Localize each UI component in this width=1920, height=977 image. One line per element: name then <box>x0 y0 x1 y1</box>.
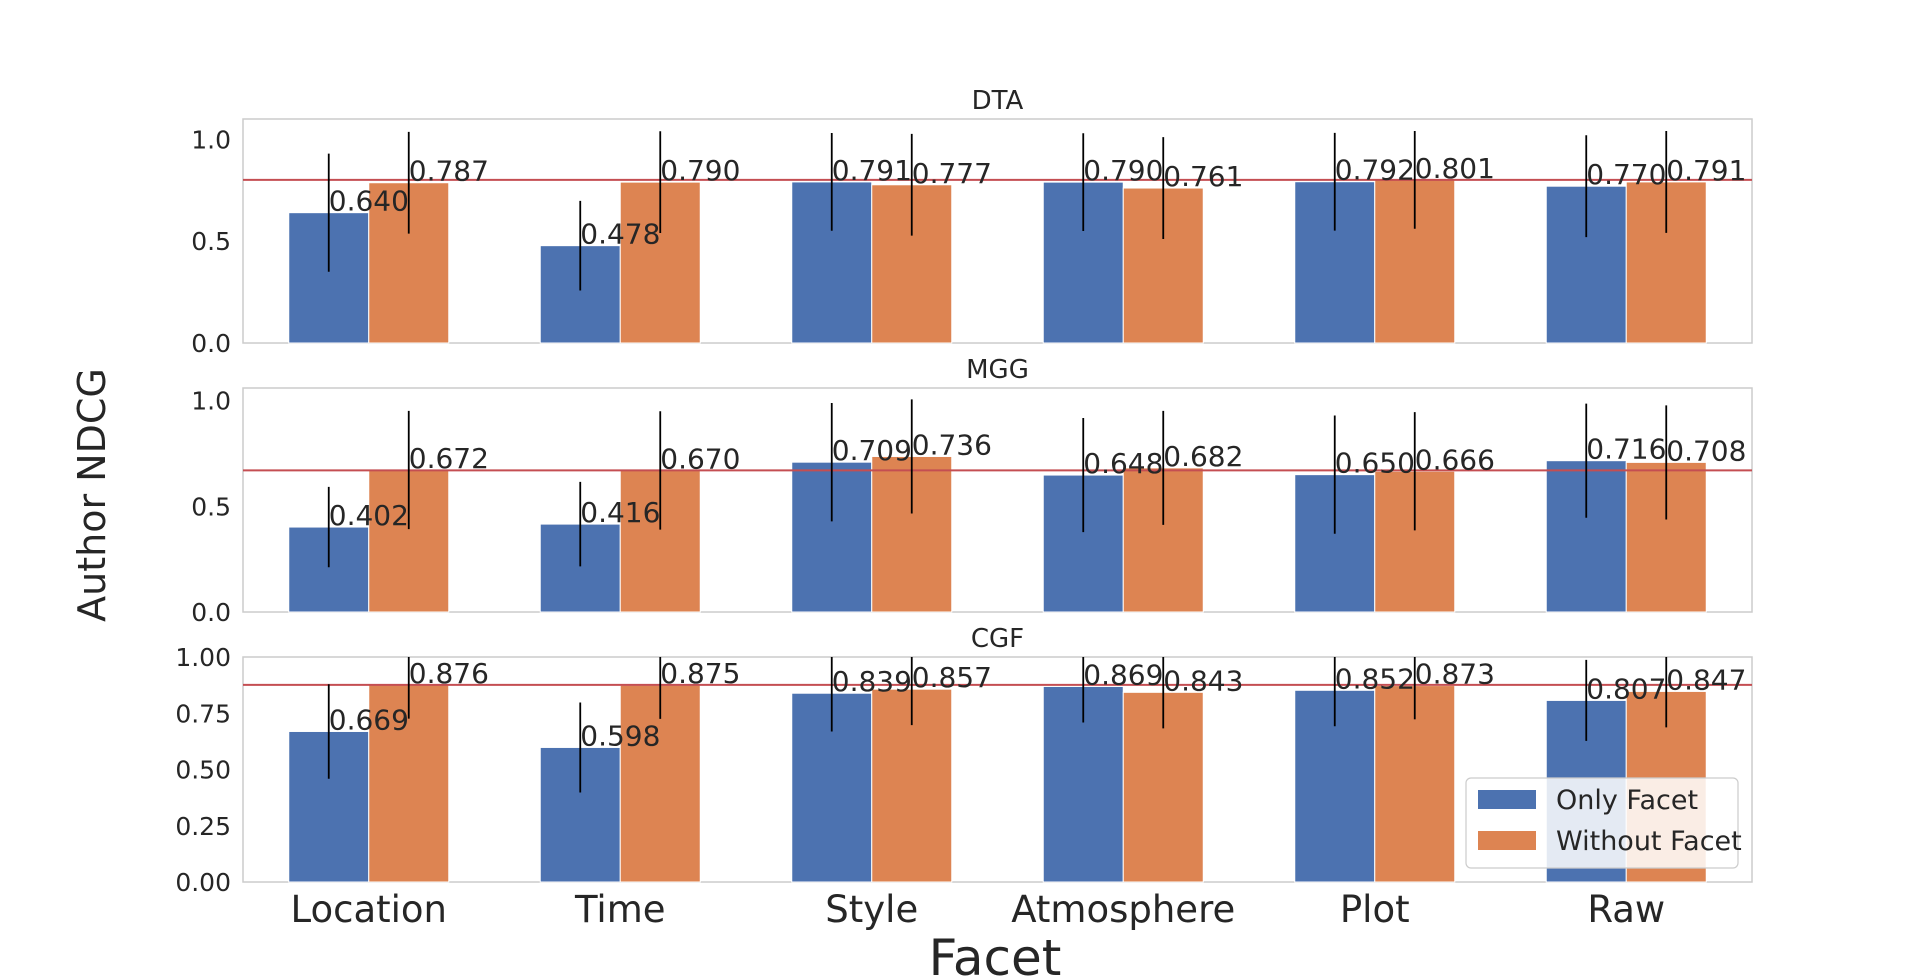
panel-title: DTA <box>972 86 1024 116</box>
x-tick-raw: Raw <box>1587 888 1665 931</box>
legend-label-without-facet: Without Facet <box>1556 826 1742 857</box>
data-label: 0.736 <box>912 428 992 461</box>
data-label: 0.708 <box>1666 434 1746 467</box>
data-label: 0.873 <box>1415 658 1495 691</box>
legend: Only Facet Without Facet <box>1465 777 1742 869</box>
panel-mgg: MGG 0.0 0.5 1.0 0.402 0.416 0.709 0.648 0.650 0.7… <box>191 355 1753 627</box>
y-tick-label: 0.0 <box>191 598 231 627</box>
y-tick-label: 1.00 <box>175 643 231 672</box>
y-tick-label: 0.0 <box>191 329 231 358</box>
panel-frame <box>242 656 1753 883</box>
x-tick-atmosphere: Atmosphere <box>1011 888 1235 931</box>
data-label: 0.869 <box>1083 658 1163 691</box>
panel-title: MGG <box>966 355 1029 385</box>
panel-frame <box>242 387 1753 613</box>
y-tick-label: 0.00 <box>175 868 231 897</box>
data-label: 0.416 <box>580 496 660 529</box>
data-label: 0.650 <box>1335 447 1415 480</box>
data-label: 0.670 <box>660 442 740 475</box>
data-label: 0.787 <box>409 155 489 188</box>
data-label: 0.857 <box>912 661 992 694</box>
y-tick-label: 0.75 <box>175 699 231 728</box>
data-label: 0.761 <box>1163 160 1243 193</box>
data-label: 0.843 <box>1163 664 1243 697</box>
data-label: 0.598 <box>580 719 660 752</box>
data-label: 0.875 <box>660 657 740 690</box>
data-label: 0.672 <box>409 442 489 475</box>
data-label: 0.847 <box>1666 663 1746 696</box>
legend-swatch-only-facet <box>1478 790 1536 809</box>
data-label: 0.478 <box>580 218 660 251</box>
data-label: 0.792 <box>1335 154 1415 187</box>
data-label: 0.648 <box>1083 447 1163 480</box>
data-label: 0.790 <box>1083 154 1163 187</box>
data-label: 0.791 <box>832 154 912 187</box>
x-tick-location: Location <box>291 888 448 931</box>
x-tick-labels: Location Time Style Atmosphere Plot Raw <box>291 888 1666 931</box>
data-label: 0.790 <box>660 154 740 187</box>
x-axis-label: Facet <box>929 929 1062 977</box>
x-tick-plot: Plot <box>1340 888 1410 931</box>
panels: DTA 0.0 0.5 1.0 0.640 0.478 0.791 0.790 0.792 0.7… <box>175 86 1753 897</box>
panel-dta: DTA 0.0 0.5 1.0 0.640 0.478 0.791 0.790 0.792 0.7… <box>191 86 1753 358</box>
data-label: 0.777 <box>912 157 992 190</box>
data-label: 0.839 <box>832 665 912 698</box>
data-label: 0.791 <box>1666 154 1746 187</box>
data-label: 0.709 <box>832 434 912 467</box>
data-label: 0.801 <box>1415 152 1495 185</box>
data-label: 0.770 <box>1586 158 1666 191</box>
bar-without-facet-style <box>871 688 953 883</box>
data-label: 0.666 <box>1415 443 1495 476</box>
y-tick-label: 1.0 <box>191 387 231 416</box>
data-label: 0.807 <box>1586 672 1666 705</box>
y-tick-label: 0.50 <box>175 756 231 785</box>
legend-swatch-without-facet <box>1478 831 1536 850</box>
panel-title: CGF <box>971 624 1024 654</box>
x-tick-style: Style <box>825 888 918 931</box>
y-tick-label: 0.25 <box>175 812 231 841</box>
data-label: 0.682 <box>1163 440 1243 473</box>
data-label: 0.716 <box>1586 433 1666 466</box>
y-axis-label: Author NDCG <box>70 368 114 622</box>
data-label: 0.402 <box>329 499 409 532</box>
data-label: 0.640 <box>329 185 409 218</box>
x-tick-time: Time <box>574 888 666 931</box>
data-label: 0.669 <box>329 703 409 736</box>
bar-without-facet-style <box>871 184 953 344</box>
y-tick-label: 0.5 <box>191 227 231 256</box>
data-label: 0.852 <box>1335 662 1415 695</box>
legend-label-only-facet: Only Facet <box>1556 785 1698 816</box>
panel-frame <box>242 118 1753 344</box>
y-tick-label: 1.0 <box>191 125 231 154</box>
y-tick-label: 0.5 <box>191 492 231 521</box>
data-label: 0.876 <box>409 657 489 690</box>
